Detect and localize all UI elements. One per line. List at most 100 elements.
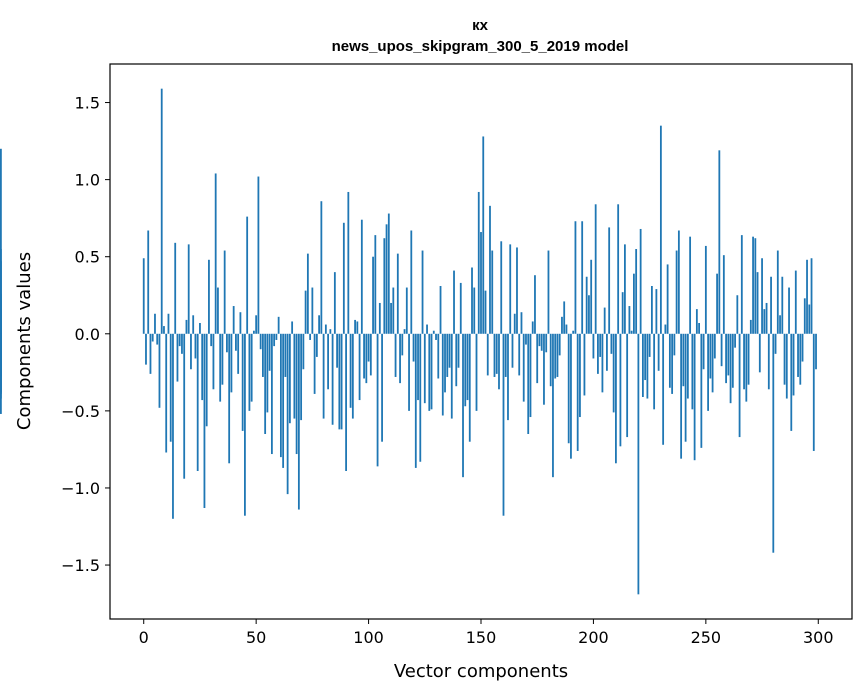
bar-292 <box>799 333 802 385</box>
bar-114 <box>399 333 401 384</box>
bar-227 <box>653 333 656 410</box>
bar-77 <box>315 333 318 357</box>
bar-70 <box>300 333 303 421</box>
x-tick-label: 300 <box>803 628 834 647</box>
bar-65 <box>288 333 291 424</box>
bar-295 <box>806 259 808 334</box>
bar-248 <box>700 333 703 448</box>
bar-230 <box>659 125 662 334</box>
bar-209 <box>612 333 615 413</box>
bar-30 <box>210 333 213 347</box>
bar-177 <box>540 333 543 351</box>
bar-188 <box>565 324 568 334</box>
bar-107 <box>383 238 386 334</box>
bar-250 <box>704 245 707 334</box>
bar-183 <box>554 333 557 379</box>
bar-289 <box>792 333 795 396</box>
bar-111 <box>392 287 395 334</box>
bar-245 <box>693 333 696 461</box>
bar-115 <box>401 333 404 356</box>
bar-139 <box>455 333 458 387</box>
bar-41 <box>235 333 237 351</box>
bar-150 <box>480 232 482 334</box>
bar-47 <box>248 333 251 411</box>
bar-126 <box>426 324 428 334</box>
bar-148 <box>475 333 478 411</box>
bar-187 <box>563 301 566 334</box>
bar-91 <box>347 191 350 334</box>
bar-19 <box>185 319 188 334</box>
bar-231 <box>662 333 665 445</box>
bar-221 <box>639 228 642 334</box>
bar-130 <box>435 333 437 340</box>
bar-264 <box>736 295 739 334</box>
bar-18 <box>183 333 186 479</box>
bar-160 <box>502 333 505 516</box>
bar-36 <box>223 250 226 334</box>
bar-171 <box>527 333 530 434</box>
bar-193 <box>576 333 579 451</box>
bar-184 <box>556 333 559 377</box>
bar-100 <box>367 333 370 362</box>
bar-168 <box>520 312 523 334</box>
bar-239 <box>680 333 683 459</box>
x-tick-label: 50 <box>246 628 266 647</box>
x-tick-label: 100 <box>353 628 384 647</box>
bar-52 <box>259 333 262 350</box>
bar-125 <box>423 333 426 404</box>
bar-223 <box>644 333 647 381</box>
bar-22 <box>192 315 195 334</box>
bar-40 <box>232 306 235 334</box>
bar-279 <box>770 276 772 334</box>
bar-37 <box>226 333 228 353</box>
bar-38 <box>228 333 231 464</box>
bar-undefined <box>0 333 2 354</box>
bar-56 <box>268 333 271 371</box>
bar-53 <box>262 333 264 377</box>
bar-110 <box>390 302 392 334</box>
bar-186 <box>561 316 563 334</box>
bar-251 <box>707 333 709 411</box>
bar-1 <box>145 333 147 365</box>
bar-0 <box>142 258 145 334</box>
bar-108 <box>385 224 388 334</box>
bar-152 <box>484 290 487 334</box>
bar-273 <box>756 272 759 334</box>
bar-259 <box>725 333 727 384</box>
bar-113 <box>396 253 399 334</box>
bar-138 <box>453 270 455 334</box>
bar-270 <box>749 319 752 334</box>
bar-42 <box>237 333 240 374</box>
bar-8 <box>160 88 163 334</box>
bar-71 <box>302 333 305 370</box>
bar-73 <box>306 253 309 334</box>
bar-54 <box>264 333 267 434</box>
bar-68 <box>295 333 298 455</box>
bar-136 <box>448 333 451 368</box>
bar-101 <box>369 333 372 376</box>
bar-23 <box>194 333 197 359</box>
bar-293 <box>801 333 804 362</box>
bar-287 <box>788 287 790 334</box>
bar-163 <box>509 244 512 334</box>
bar-213 <box>621 292 624 334</box>
bar-153 <box>486 333 489 376</box>
bar-204 <box>601 333 604 393</box>
bar-257 <box>720 333 723 367</box>
bar-253 <box>711 333 714 393</box>
bar-255 <box>716 273 718 334</box>
bar-74 <box>309 333 312 340</box>
bar-79 <box>320 201 323 334</box>
bar-271 <box>752 236 754 334</box>
bar-92 <box>349 333 352 408</box>
bar-225 <box>648 333 651 357</box>
bar-140 <box>457 333 460 368</box>
bar-16 <box>178 333 181 347</box>
bar-43 <box>239 312 242 334</box>
bar-34 <box>219 333 222 402</box>
bar-211 <box>617 204 620 334</box>
bar-233 <box>666 264 669 334</box>
bar-80 <box>322 333 325 419</box>
bar-173 <box>531 321 534 334</box>
bar-128 <box>430 333 433 410</box>
